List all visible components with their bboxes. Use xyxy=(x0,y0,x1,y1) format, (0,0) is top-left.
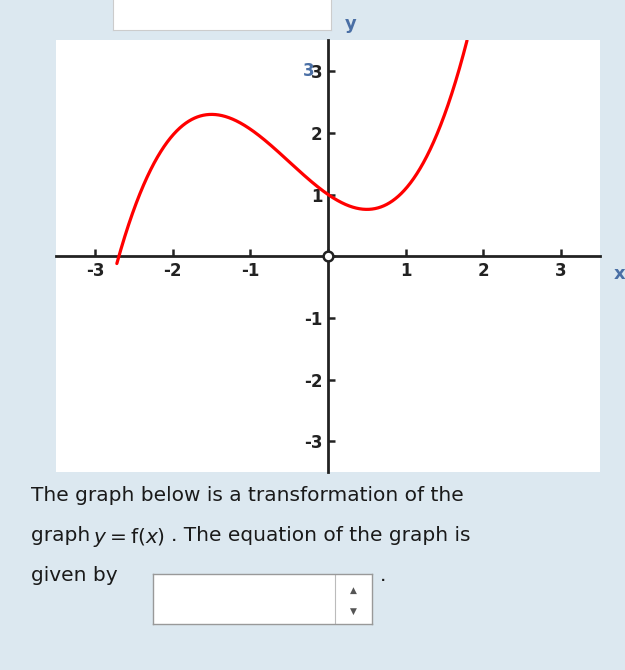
Text: y: y xyxy=(345,15,357,33)
Text: . The equation of the graph is: . The equation of the graph is xyxy=(171,526,470,545)
Text: ▼: ▼ xyxy=(350,608,357,616)
Text: .: . xyxy=(379,566,386,585)
Text: $y = \mathrm{f}(x)$: $y = \mathrm{f}(x)$ xyxy=(93,526,165,549)
Text: x: x xyxy=(614,265,625,283)
Text: graph: graph xyxy=(31,526,97,545)
Text: 3: 3 xyxy=(302,62,314,80)
Text: given by: given by xyxy=(31,566,118,585)
Text: ▲: ▲ xyxy=(350,586,357,595)
Text: The graph below is a transformation of the: The graph below is a transformation of t… xyxy=(31,486,464,505)
